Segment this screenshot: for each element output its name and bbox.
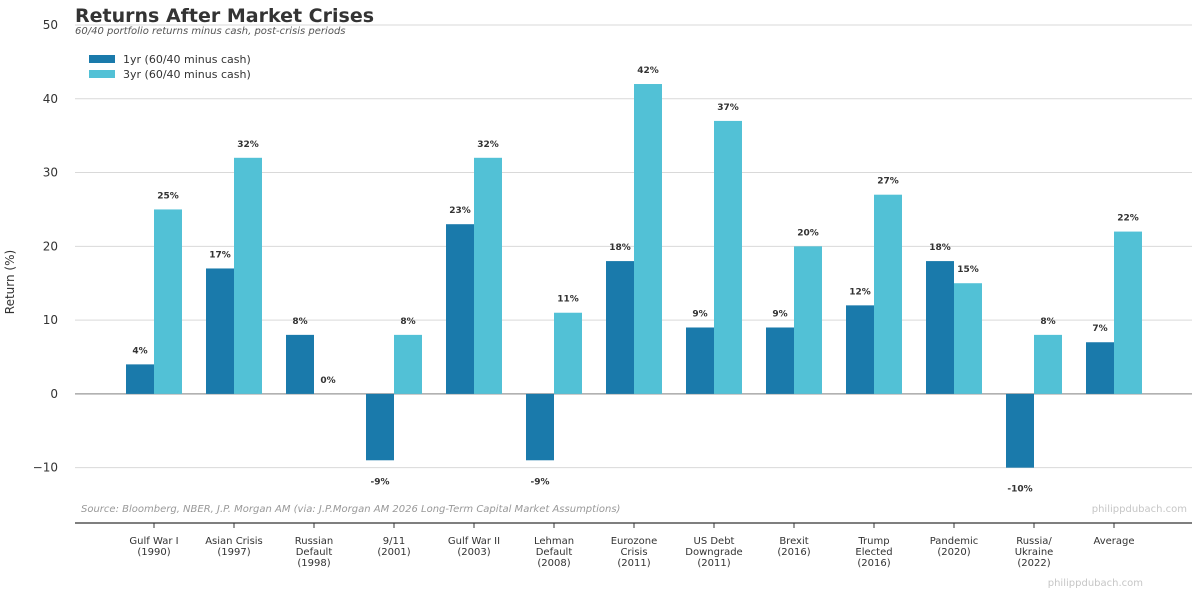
watermark-outer: philippdubach.com bbox=[1048, 578, 1143, 589]
data-label-1yr: -9% bbox=[530, 477, 549, 487]
data-label-1yr: 18% bbox=[929, 243, 951, 253]
data-label-1yr: 4% bbox=[132, 346, 147, 356]
x-tick-label: Asian Crisis (1997) bbox=[205, 536, 263, 558]
data-label-1yr: 17% bbox=[209, 250, 231, 260]
bar-1yr bbox=[846, 305, 874, 394]
data-label-3yr: 32% bbox=[237, 140, 259, 150]
y-tick-label: 10 bbox=[43, 313, 58, 327]
data-label-1yr: -9% bbox=[370, 477, 389, 487]
bar-3yr bbox=[474, 157, 502, 394]
chart-title: Returns After Market Crises bbox=[75, 5, 375, 27]
legend: 1yr (60/40 minus cash) 3yr (60/40 minus … bbox=[80, 50, 252, 83]
data-label-1yr: 8% bbox=[292, 317, 307, 327]
x-tick-label: Gulf War I (1990) bbox=[129, 536, 178, 558]
bar-3yr bbox=[634, 84, 662, 394]
x-tick-label: 9/11 (2001) bbox=[377, 536, 410, 558]
data-label-3yr: 42% bbox=[637, 66, 659, 76]
bar-1yr bbox=[1006, 393, 1034, 468]
source-note: Source: Bloomberg, NBER, J.P. Morgan AM … bbox=[81, 504, 620, 515]
data-label-3yr: 22% bbox=[1117, 214, 1139, 224]
legend-label-3yr: 3yr (60/40 minus cash) bbox=[123, 68, 251, 81]
bar-1yr bbox=[446, 224, 474, 394]
data-label-3yr: 25% bbox=[157, 191, 179, 201]
y-tick-label: −10 bbox=[33, 461, 58, 475]
data-label-3yr: 37% bbox=[717, 103, 739, 113]
y-tick-label: 0 bbox=[50, 387, 58, 401]
y-tick-label: 50 bbox=[43, 18, 58, 32]
bar-3yr bbox=[1114, 231, 1142, 394]
x-tick-label: Trump Elected (2016) bbox=[855, 536, 892, 569]
data-label-1yr: 9% bbox=[772, 309, 787, 319]
bar-1yr bbox=[206, 268, 234, 394]
data-label-3yr: 8% bbox=[400, 317, 415, 327]
legend-swatch-1yr bbox=[89, 55, 115, 63]
x-tick-label: US Debt Downgrade (2011) bbox=[685, 536, 742, 569]
data-label-1yr: 7% bbox=[1092, 324, 1107, 334]
x-tick-label: Lehman Default (2008) bbox=[534, 536, 574, 569]
axes: −10 0 10 20 30 40 50 Gulf War I (1990) Asian Cris… bbox=[33, 18, 1192, 569]
bar-1yr bbox=[526, 393, 554, 461]
y-axis-label: Return (%) bbox=[3, 250, 17, 314]
bar-1yr bbox=[126, 364, 154, 394]
bar-3yr bbox=[154, 209, 182, 394]
bar-1yr bbox=[926, 261, 954, 394]
bar-3yr bbox=[234, 157, 262, 394]
x-tick-label: Pandemic (2020) bbox=[930, 536, 979, 558]
bar-3yr bbox=[954, 283, 982, 394]
data-label-3yr: 20% bbox=[797, 228, 819, 238]
bar-3yr bbox=[554, 312, 582, 394]
data-label-3yr: 11% bbox=[557, 295, 579, 305]
y-tick-label: 40 bbox=[43, 92, 58, 106]
data-label-1yr: 12% bbox=[849, 287, 871, 297]
y-tick-label: 20 bbox=[43, 239, 58, 253]
data-label-1yr: 9% bbox=[692, 309, 707, 319]
data-label-3yr: 8% bbox=[1040, 317, 1055, 327]
data-label-1yr: -10% bbox=[1007, 485, 1032, 495]
x-tick-label: Brexit (2016) bbox=[777, 536, 810, 558]
bar-1yr bbox=[606, 261, 634, 394]
bar-1yr bbox=[766, 327, 794, 394]
bar-1yr bbox=[1086, 342, 1114, 394]
data-labels: 4% 25% 17% 32% 8% 0% -9% 8% 23% 32% -9% 11% 18% 42% 9%… bbox=[132, 66, 1138, 495]
x-tick-label: Russia/Ukraine (2022) bbox=[1015, 536, 1054, 569]
bar-3yr bbox=[1034, 334, 1062, 394]
x-tick-label: Gulf War II (2003) bbox=[448, 536, 500, 558]
bar-3yr bbox=[714, 120, 742, 394]
data-label-3yr: 27% bbox=[877, 177, 899, 187]
x-tick-label: Eurozone Crisis (2011) bbox=[611, 536, 658, 569]
legend-swatch-3yr bbox=[89, 70, 115, 78]
bar-1yr bbox=[286, 334, 314, 394]
data-label-3yr: 32% bbox=[477, 140, 499, 150]
chart-subtitle: 60/40 portfolio returns minus cash, post… bbox=[75, 26, 346, 37]
y-tick-label: 30 bbox=[43, 166, 58, 180]
data-label-1yr: 23% bbox=[449, 206, 471, 216]
data-label-3yr: 0% bbox=[320, 376, 335, 386]
bar-1yr bbox=[366, 393, 394, 461]
x-tick-label: Russian Default (1998) bbox=[295, 536, 334, 569]
watermark-inner: philippdubach.com bbox=[1092, 504, 1187, 515]
bar-1yr bbox=[686, 327, 714, 394]
data-label-1yr: 18% bbox=[609, 243, 631, 253]
data-label-3yr: 15% bbox=[957, 265, 979, 275]
legend-label-1yr: 1yr (60/40 minus cash) bbox=[123, 53, 251, 66]
bar-3yr bbox=[874, 194, 902, 394]
bar-3yr bbox=[794, 246, 822, 394]
bar-3yr bbox=[394, 334, 422, 394]
bars bbox=[126, 84, 1142, 468]
x-tick-label: Average bbox=[1093, 536, 1134, 547]
